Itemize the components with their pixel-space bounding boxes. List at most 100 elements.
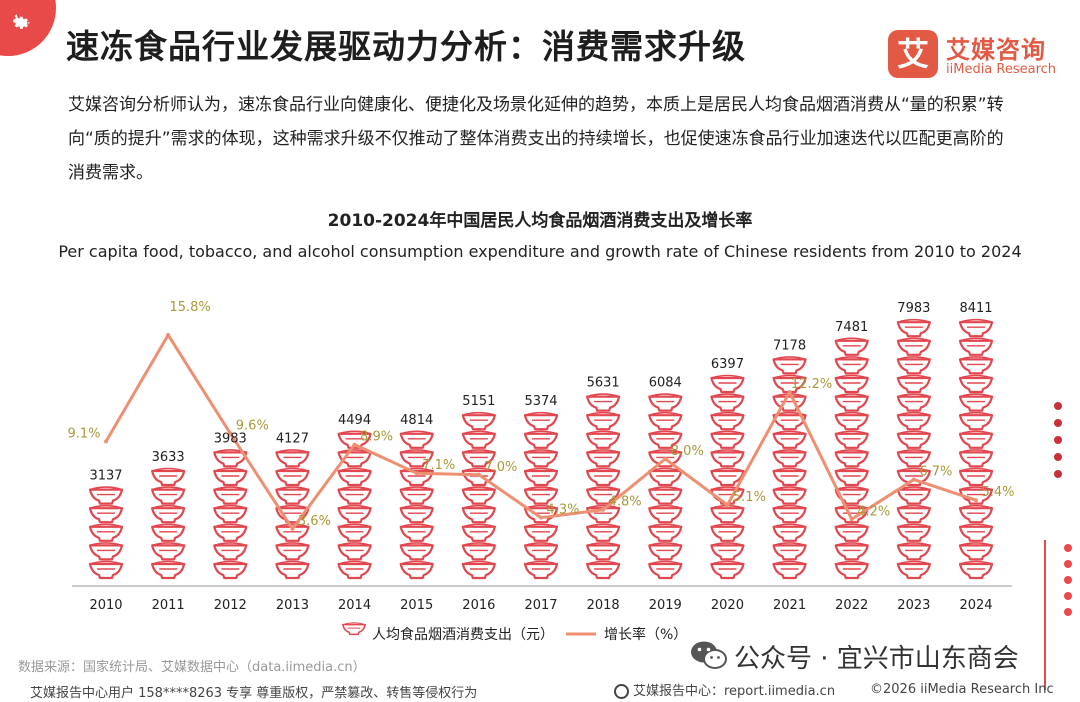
bowl-icon [958,318,994,338]
bowl-icon [523,541,559,561]
bar-2019[interactable] [648,393,683,580]
growth-point[interactable] [601,507,606,512]
copyright: ©2026 iiMedia Research Inc [870,682,1054,697]
bowl-icon [461,411,496,431]
bar-2018[interactable] [586,393,621,580]
bowl-icon [586,541,621,561]
legend-item-growth[interactable]: 增长率（%） [566,626,687,643]
bowl-icon [772,393,807,412]
x-tick-label: 2013 [276,598,309,613]
growth-point[interactable] [352,442,357,447]
chart-legend: 人均食品烟酒消费支出（元） 增长率（%） [342,622,687,643]
bowl-icon [399,430,434,449]
bar-2011[interactable] [151,467,186,580]
growth-value-label: 4.3% [546,503,579,518]
bowl-icon [896,337,931,356]
growth-point[interactable] [663,456,668,461]
bowl-icon [710,448,745,468]
growth-point[interactable] [476,472,481,477]
growth-point[interactable] [911,477,916,482]
x-tick-label: 2022 [835,598,868,613]
bowl-icon [461,541,496,561]
bowl-icon [772,486,807,505]
growth-value-label: 5.1% [733,490,766,505]
bowl-icon [337,486,372,505]
growth-point[interactable] [787,390,792,395]
growth-value-label: 7.1% [422,458,455,473]
bowl-icon [958,504,994,524]
bowl-icon [213,560,248,580]
bowl-icon [337,523,372,542]
growth-point[interactable] [849,517,854,522]
bar-2010[interactable] [88,486,124,580]
legend-label-expenditure: 人均食品烟酒消费支出（元） [372,626,554,643]
bowl-icon [213,486,248,505]
x-tick-label: 2018 [587,598,620,613]
bowl-icon [275,486,310,505]
bowl-icon [151,523,186,542]
report-center-link[interactable]: 艾媒报告中心：report.iimedia.cn [614,680,835,699]
bar-2022[interactable] [834,337,869,580]
legend-item-expenditure[interactable]: 人均食品烟酒消费支出（元） [342,622,554,643]
bowl-icon [523,430,559,449]
bar-2012[interactable] [213,448,248,580]
growth-point[interactable] [974,498,978,503]
bowl-icon [337,541,372,561]
bowl-icon [834,430,869,449]
growth-point[interactable] [539,515,543,520]
x-tick-label: 2014 [338,598,371,613]
bar-value-label: 3633 [152,450,185,465]
growth-point[interactable] [228,431,233,436]
bowl-icon [523,467,559,487]
bar-value-label: 5151 [462,394,495,409]
page-title: 速冻食品行业发展驱动力分析：消费需求升级 [66,27,746,66]
bar-value-label: 7481 [835,320,868,335]
bar-2015[interactable] [399,430,434,580]
bowl-icon [834,355,869,375]
bar-2020[interactable] [710,374,745,580]
x-tick-label: 2023 [897,598,930,613]
bracket-dots-decoration [1064,544,1072,624]
bar-2024[interactable] [958,318,994,580]
bowl-icon [399,504,434,524]
bowl-icon [896,411,931,431]
bowl-icon [648,504,683,524]
bowl-icon [275,560,310,580]
wechat-icon [691,641,727,669]
wechat-account-name: 公众号 · 宜兴市山东商会 [734,644,1019,674]
bowl-icon [151,467,186,487]
bowl-icon [461,486,496,505]
x-tick-label: 2011 [152,598,185,613]
bar-value-label: 4127 [276,431,309,446]
bowl-icon [648,486,683,505]
bowl-icon [461,560,496,580]
bar-value-label: 5631 [587,376,620,391]
growth-point[interactable] [290,526,295,531]
user-copyright-notice: 艾媒报告中心用户 158****8263 专享 尊重版权，严禁篡改、转售等侵权行… [30,686,478,701]
bowl-icon [648,411,683,431]
bar-value-label: 6084 [649,376,682,391]
logo-name: 艾媒咨询 [946,36,1046,64]
growth-point[interactable] [104,439,108,444]
growth-point[interactable] [414,471,419,476]
bowl-icon [958,374,994,394]
bar-2014[interactable] [337,430,372,580]
bowl-icon [88,541,124,561]
bowl-icon [586,411,621,431]
bowl-icon [523,560,559,580]
growth-value-label: 3.6% [298,514,331,529]
bowl-icon [337,504,372,524]
bowl-icon [648,393,683,412]
bar-2017[interactable] [523,411,559,580]
bowl-icon [151,486,186,505]
bowl-icon [88,486,124,505]
growth-point[interactable] [725,502,730,507]
bar-value-label: 4814 [400,413,433,428]
growth-value-label: 12.2% [791,377,832,392]
bar-2016[interactable] [461,411,496,580]
growth-point[interactable] [166,332,171,337]
brand-logo[interactable]: 艾 艾媒咨询 iiMedia Research [888,30,1072,82]
bar-2023[interactable] [896,318,931,580]
x-tick-label: 2020 [711,598,744,613]
bowl-icon [958,411,994,431]
